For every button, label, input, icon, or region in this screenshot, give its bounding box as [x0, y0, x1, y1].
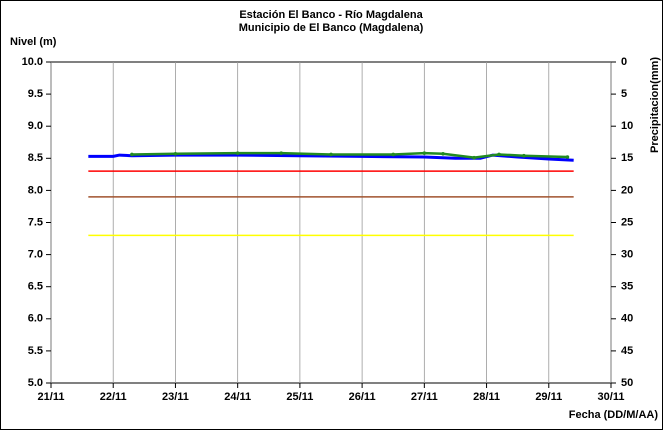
- marker: [173, 152, 178, 156]
- x-tick-label: 26/11: [349, 391, 376, 403]
- y-tick-label: 9.5: [28, 88, 43, 100]
- y2-tick-label: 0: [621, 56, 627, 68]
- y-tick-label: 8.5: [28, 152, 43, 164]
- y2-tick-label: 15: [621, 152, 633, 164]
- y-tick-label: 6.0: [28, 313, 43, 325]
- y-tick-label: 6.5: [28, 281, 43, 293]
- x-tick-label: 23/11: [162, 391, 189, 403]
- x-tick-label: 24/11: [224, 391, 251, 403]
- y2-tick-label: 20: [621, 184, 633, 196]
- marker: [130, 152, 134, 157]
- x-tick-label: 25/11: [286, 391, 313, 403]
- marker: [279, 151, 284, 155]
- line: [131, 151, 568, 159]
- y-tick-label: 5.0: [28, 377, 43, 389]
- plot-area: [50, 61, 612, 384]
- y-tick-label: 8.0: [28, 184, 43, 196]
- y2-tick-label: 45: [621, 345, 633, 357]
- marker: [522, 153, 526, 158]
- marker: [441, 152, 445, 156]
- y2-tick-label: 40: [621, 313, 633, 325]
- x-tick-label: 28/11: [473, 391, 500, 403]
- y2-tick-label: 50: [621, 377, 633, 389]
- x-tick-label: 22/11: [100, 391, 127, 403]
- y2-tick-label: 10: [621, 120, 633, 132]
- y2-tick-label: 35: [621, 281, 633, 293]
- chart-subtitle: Municipio de El Banco (Magdalena): [239, 22, 424, 34]
- y2-tick-label: 25: [621, 216, 633, 228]
- y-axis-label: Nivel (m): [10, 36, 57, 48]
- chart-title: Estación El Banco - Río Magdalena: [239, 9, 423, 21]
- y-tick-label: 9.0: [28, 120, 43, 132]
- marker: [565, 155, 570, 159]
- marker: [422, 151, 427, 155]
- y2-axis-label: Precipitacion(mm): [649, 57, 661, 153]
- marker: [235, 151, 240, 155]
- marker: [391, 152, 396, 157]
- marker: [497, 152, 501, 157]
- x-tick-label: 27/11: [411, 391, 438, 403]
- x-axis-label: Fecha (DD/M/AA): [569, 409, 659, 421]
- line: [88, 153, 574, 162]
- y-tick-label: 10.0: [22, 56, 43, 68]
- marker: [329, 152, 333, 157]
- x-tick-label: 21/11: [38, 391, 65, 403]
- x-tick-label: 29/11: [535, 391, 562, 403]
- y-tick-label: 7.0: [28, 249, 43, 261]
- y2-tick-label: 5: [621, 88, 627, 100]
- y-tick-label: 7.5: [28, 216, 43, 228]
- y-tick-label: 5.5: [28, 345, 43, 357]
- x-tick-label: 30/11: [598, 391, 625, 403]
- marker: [472, 155, 476, 160]
- y2-tick-label: 30: [621, 249, 633, 261]
